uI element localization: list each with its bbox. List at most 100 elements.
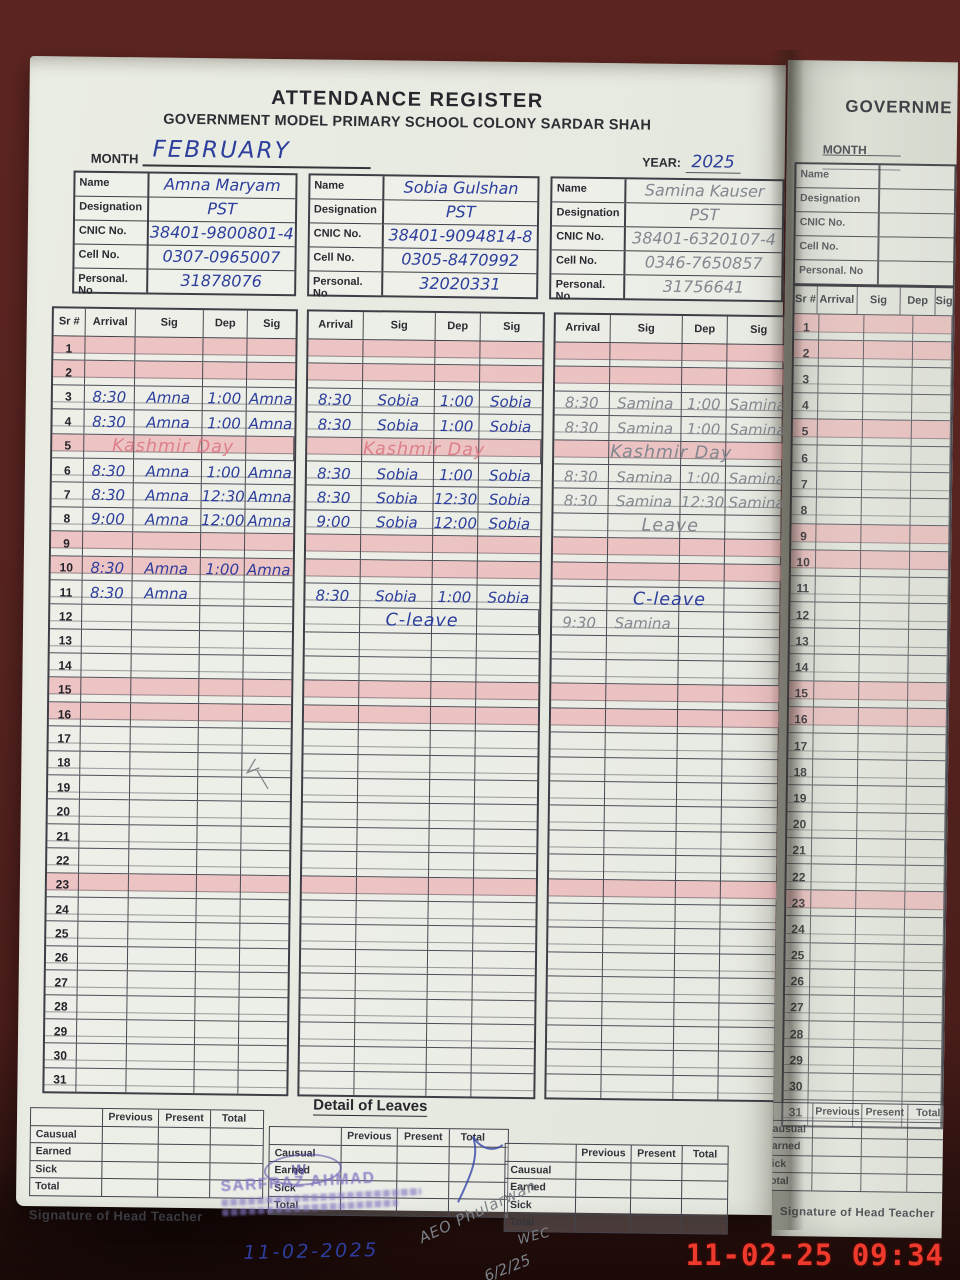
- attendance-row: [551, 659, 786, 687]
- attendance-cell: [76, 1068, 127, 1093]
- attendance-cell: [858, 707, 908, 734]
- attendance-cell: [480, 366, 542, 390]
- info-label: Personal. No: [308, 271, 384, 300]
- attendance-cell: [126, 1020, 196, 1045]
- attendance-cell: [911, 394, 952, 421]
- attendance-cell: [431, 633, 477, 658]
- attendance-cell: Samina: [606, 611, 680, 636]
- attendance-cell: [240, 973, 288, 997]
- attendance-cell: [607, 562, 680, 587]
- attendance-cell: [127, 971, 196, 996]
- attendance-cell: [243, 680, 291, 704]
- attendance-row: 14: [49, 653, 292, 681]
- attendance-cell: [305, 558, 361, 583]
- attendance-row: 8:30 Samina 1:00 Samina: [553, 464, 789, 492]
- attendance-row: 26: [784, 968, 944, 998]
- attendance-row: 11 8:30 Amna: [50, 580, 293, 608]
- leave-header-cell: Previous: [102, 1109, 160, 1127]
- attendance-row: [548, 854, 784, 882]
- attendance-row: [546, 1025, 782, 1053]
- attendance-cell: [721, 881, 783, 905]
- leave-value-cell: [907, 1157, 948, 1174]
- attendance-cell: [245, 534, 293, 558]
- sr-number-cell: 30: [44, 1043, 77, 1068]
- attendance-cell: [430, 731, 476, 756]
- attendance-cell: [814, 681, 860, 707]
- attendance-row: 24: [46, 897, 289, 925]
- attendance-cell: [430, 706, 477, 731]
- info-handwritten-value: [880, 213, 954, 237]
- info-handwritten-value: Amna Maryam: [163, 174, 281, 196]
- attendance-cell: [727, 369, 789, 393]
- attendance-cell: [473, 902, 535, 926]
- attendance-cell: Sobia: [489, 393, 532, 412]
- attendance-row: [551, 635, 786, 663]
- right-page-attendance-table: Sr # Arrival Sig Dep Sig 1 2 3 4 5 6 7 8 9 10 11 12 13 14 1…: [781, 284, 955, 1130]
- attendance-row: 2: [52, 360, 296, 389]
- attendance-cell: [355, 998, 428, 1023]
- attendance-cell: 1:00: [434, 414, 480, 439]
- attendance-cell: [196, 923, 241, 948]
- attendance-cell: 9:00: [306, 510, 362, 535]
- attendance-row: 23: [786, 890, 945, 919]
- attendance-cell: [548, 854, 605, 879]
- leave-value-cell: [908, 1122, 949, 1139]
- attendance-cell: [474, 854, 536, 878]
- sr-number-cell: 9: [50, 531, 84, 556]
- attendance-cell: [721, 857, 783, 881]
- attendance-cell: [195, 947, 241, 972]
- leave-value-cell: [211, 1128, 257, 1145]
- attendance-row: 2: [793, 340, 953, 369]
- attendance-cell: [603, 879, 676, 904]
- attendance-header-cell: Sig: [135, 309, 204, 338]
- attendance-cell: [81, 678, 132, 703]
- leave-row-label: Causual: [771, 1120, 813, 1138]
- attendance-cell: [243, 729, 291, 753]
- attendance-row: [303, 729, 538, 757]
- attendance-cell: Amna: [132, 556, 201, 582]
- attendance-row: 29: [44, 1019, 288, 1047]
- attendance-cell: [200, 533, 246, 558]
- attendance-row: 21: [786, 837, 946, 867]
- attendance-row: [551, 683, 786, 712]
- attendance-cell: [426, 1023, 473, 1048]
- sr-number-cell: 16: [48, 702, 82, 726]
- attendance-cell: [727, 345, 789, 369]
- attendance-cell: [674, 953, 721, 978]
- leave-value-cell: [576, 1162, 632, 1180]
- attendance-row: 6 8:30 Amna 1:00 Amna: [51, 458, 295, 486]
- attendance-cell: [863, 367, 913, 394]
- attendance-cell: [196, 874, 242, 899]
- info-handwritten-value: 0307-0965007: [162, 246, 281, 268]
- attendance-cell: [199, 655, 244, 680]
- leave-value-cell: [575, 1214, 631, 1233]
- info-table-row: Cell No.: [795, 236, 954, 263]
- info-table-row: Name: [796, 164, 955, 191]
- attendance-row: 18: [787, 759, 947, 788]
- attendance-cell: [428, 901, 474, 926]
- attendance-cell: Samina: [728, 493, 785, 513]
- attendance-cell: [603, 855, 677, 880]
- attendance-row: [307, 363, 543, 392]
- attendance-cell: [360, 535, 434, 560]
- attendance-cell: [679, 539, 726, 564]
- sr-number-cell: 2: [52, 360, 86, 385]
- attendance-row: [554, 366, 790, 395]
- month-label: MONTH: [90, 150, 139, 167]
- sr-number-cell: 25: [785, 942, 812, 969]
- attendance-cell: [907, 708, 947, 735]
- attendance-cell: [78, 922, 129, 947]
- attendance-cell: [304, 632, 360, 657]
- attendance-cell: [194, 1021, 240, 1045]
- info-table-row: CNIC No. 38401-9094814-8: [309, 223, 538, 251]
- attendance-cell: [905, 865, 945, 892]
- sr-number-cell: 11: [50, 580, 83, 604]
- attendance-cell: [903, 996, 943, 1023]
- attendance-row: [303, 754, 538, 782]
- attendance-cell: [198, 752, 243, 777]
- attendance-cell: [194, 1069, 239, 1094]
- attendance-row: [301, 924, 536, 953]
- sr-number-cell: 29: [44, 1019, 78, 1043]
- attendance-cell: [430, 755, 476, 780]
- attendance-cell: [244, 631, 292, 655]
